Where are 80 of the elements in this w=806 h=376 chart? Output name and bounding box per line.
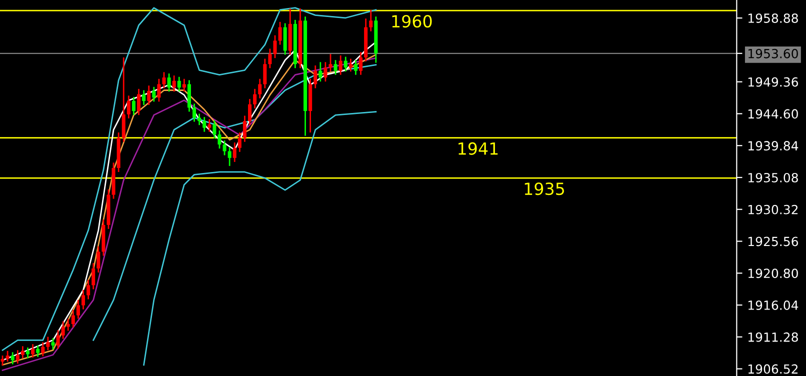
y-tick-label: 1944.60 <box>748 109 798 119</box>
candlestick <box>263 58 267 89</box>
candlestick <box>318 61 322 82</box>
candlestick <box>198 113 202 126</box>
candlestick <box>136 88 141 116</box>
candlestick <box>253 88 257 110</box>
candlestick <box>177 76 181 92</box>
candlestick <box>344 56 348 72</box>
y-tick-label: 1939.84 <box>748 141 798 151</box>
candlestick <box>142 90 146 106</box>
candlestick <box>71 309 75 328</box>
y-tick-label: 1949.36 <box>748 77 798 87</box>
candlestick <box>152 86 156 102</box>
line-series <box>143 110 377 366</box>
candlestick <box>354 59 358 76</box>
y-tick-label: 1958.88 <box>748 13 798 23</box>
candlestick <box>228 146 232 167</box>
candlestick <box>218 130 222 150</box>
candlestick <box>167 72 171 92</box>
ref-line-label: 1941 <box>458 142 498 155</box>
candlestick <box>212 120 216 140</box>
candlestick <box>369 9 373 32</box>
candlestick <box>283 22 287 56</box>
candlestick <box>10 352 14 365</box>
candlestick <box>172 74 176 92</box>
candlestick <box>268 48 272 69</box>
candlestick <box>208 118 212 132</box>
candlestick <box>338 54 342 76</box>
candlestick <box>202 116 206 132</box>
candlestick <box>162 71 166 89</box>
candlestick <box>192 102 196 122</box>
candlestick <box>157 78 161 102</box>
candlestick <box>126 94 130 120</box>
candlestick <box>238 132 242 153</box>
candlestick <box>147 84 151 106</box>
candlestick <box>61 320 65 340</box>
candlestick <box>92 262 96 290</box>
candlestick <box>81 289 86 310</box>
candlestick <box>242 115 246 143</box>
candlestick <box>76 299 80 320</box>
candlestick <box>20 345 24 359</box>
line-series <box>92 64 377 341</box>
candlestick <box>122 56 126 143</box>
candlestick <box>31 343 35 358</box>
candlestick <box>96 246 100 274</box>
candlestick <box>66 318 70 332</box>
candlestick <box>56 329 60 350</box>
candlestick <box>187 80 191 112</box>
y-tick-label: 1953.60 <box>748 48 798 58</box>
y-tick-label: 1916.04 <box>748 300 798 310</box>
y-tick-label: 1935.08 <box>748 172 798 182</box>
candlestick <box>348 58 352 72</box>
y-tick-label: 1920.80 <box>748 268 798 278</box>
candlestick <box>51 337 55 350</box>
candlestick <box>182 78 186 92</box>
candlestick <box>334 59 338 76</box>
y-tick-label: 1930.32 <box>748 204 798 214</box>
candlestick <box>324 61 328 82</box>
ref-line-label: 1960 <box>392 14 432 28</box>
candlestick <box>232 142 236 163</box>
candlestick <box>248 98 252 126</box>
candlestick <box>16 350 20 364</box>
candlestick <box>132 96 136 116</box>
candlestick <box>41 341 45 357</box>
candlestick <box>314 64 318 89</box>
candlestick <box>6 350 10 362</box>
candlestick <box>0 354 4 366</box>
candlestick <box>258 78 262 99</box>
candlestick <box>278 21 282 46</box>
ref-line-label: 1935 <box>524 182 564 196</box>
candlestick <box>222 140 226 156</box>
candlestick <box>273 34 277 59</box>
candlestick <box>36 344 40 358</box>
y-tick-label: 1911.28 <box>748 332 798 342</box>
candlestick <box>86 279 90 300</box>
y-tick-label: 1906.52 <box>748 364 798 374</box>
candlestick <box>359 51 363 76</box>
candlestick <box>46 336 50 351</box>
y-tick-label: 1925.56 <box>748 236 798 246</box>
candlestick <box>328 53 332 72</box>
